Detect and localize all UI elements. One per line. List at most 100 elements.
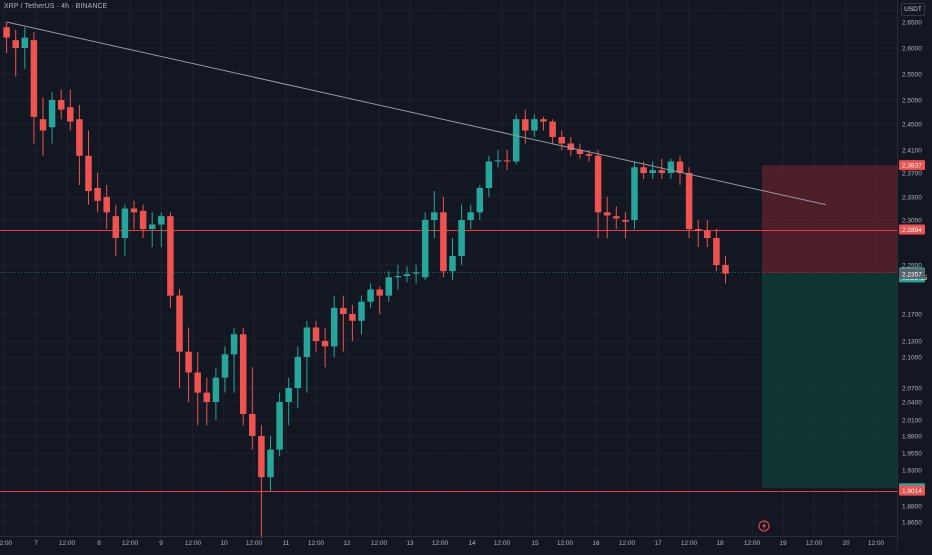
candle xyxy=(148,212,156,247)
candle xyxy=(385,271,393,302)
price-axis[interactable]: 1.8650 1.8800 1.9300 1.9550 1.9800 2.0100 2.04… xyxy=(897,0,932,550)
candle xyxy=(704,220,711,247)
price-tag-box xyxy=(899,160,925,171)
candle xyxy=(403,266,411,283)
price-tick-label: 2.6000 xyxy=(902,46,922,53)
time-tick-label: 12:00 xyxy=(371,540,388,547)
price-tag-box xyxy=(899,268,925,279)
candle xyxy=(458,204,465,265)
candle xyxy=(139,204,147,238)
currency-badge[interactable]: USDT xyxy=(901,3,925,16)
time-tick-label: 16 xyxy=(592,540,600,547)
candle xyxy=(358,295,365,335)
candle xyxy=(212,367,220,420)
price-tick-label: 2.3300 xyxy=(902,195,922,202)
candle-body xyxy=(21,37,29,48)
time-tick-label: 12:00 xyxy=(0,540,13,547)
candle xyxy=(494,150,502,168)
time-tick-label: 12:00 xyxy=(494,540,511,547)
time-tick-label: 13 xyxy=(406,540,414,547)
candle-body xyxy=(48,100,56,128)
price-tick-label: 2.1300 xyxy=(902,339,922,346)
candle-body xyxy=(704,230,711,238)
candle xyxy=(3,22,10,54)
price-tick-label: 1.8800 xyxy=(902,504,922,511)
trendline[interactable] xyxy=(6,21,826,206)
candle xyxy=(121,204,129,256)
candle-body xyxy=(676,161,684,173)
price-tick-label: 2.5500 xyxy=(902,72,922,79)
candle-body xyxy=(185,351,192,373)
price-tick-label: 2.1000 xyxy=(902,355,922,362)
price-tag-label: 2.2357 xyxy=(902,271,922,278)
candle xyxy=(367,283,374,308)
candle xyxy=(112,204,120,256)
candle xyxy=(67,89,74,131)
candle-body xyxy=(512,119,520,162)
time-tick-label: 12 xyxy=(343,540,351,547)
candle-body xyxy=(722,265,729,274)
candle xyxy=(194,351,201,426)
candle-body xyxy=(403,274,411,277)
candle-body xyxy=(540,119,547,122)
candle xyxy=(158,212,165,247)
candle xyxy=(267,436,274,492)
time-axis[interactable]: 12:00 7 12:00 8 12:00 9 12:00 10 12:00 11 12:00 12 1… xyxy=(0,536,897,548)
candle xyxy=(349,304,356,341)
lightning-icon-bolt xyxy=(762,522,767,530)
candle xyxy=(167,212,174,308)
candle-body xyxy=(640,167,647,173)
trendline-segment[interactable] xyxy=(6,21,826,206)
time-tick-label: 12:00 xyxy=(185,540,202,547)
candle xyxy=(713,229,720,272)
candle xyxy=(676,155,684,185)
candle xyxy=(48,92,56,144)
candle-body xyxy=(30,40,38,117)
candle-body xyxy=(121,208,129,238)
candle-body xyxy=(522,119,529,131)
candle-body xyxy=(349,314,356,321)
candle-body xyxy=(312,327,320,341)
candle xyxy=(249,367,256,450)
candle-body xyxy=(613,216,620,219)
candle xyxy=(421,212,429,281)
candle-body xyxy=(376,289,383,296)
price-tick-label: 2.3700 xyxy=(902,171,922,178)
price-tick-label: 2.6500 xyxy=(902,20,922,27)
candle-body xyxy=(531,119,538,131)
price-tags: 2.38372.28942.237703:25:152.23571.90471.… xyxy=(899,160,928,496)
level-lines xyxy=(0,230,897,492)
lightning-icon[interactable] xyxy=(758,520,770,532)
time-tick-label: 19 xyxy=(779,540,787,547)
candle-body xyxy=(494,160,502,162)
candle xyxy=(258,425,265,538)
time-tick-label: 12:00 xyxy=(557,540,574,547)
price-tick-label: 2.5000 xyxy=(902,98,922,105)
candle-body xyxy=(585,154,593,156)
time-tick-label: 12:00 xyxy=(681,540,698,547)
candle-body xyxy=(431,212,438,220)
candle xyxy=(685,167,693,238)
time-tick-label: 12:00 xyxy=(246,540,263,547)
candle-body xyxy=(94,188,101,201)
candle-body xyxy=(321,341,329,347)
candle-body xyxy=(549,121,556,137)
time-tick-label: 12:00 xyxy=(744,540,761,547)
candle xyxy=(376,286,383,314)
candle xyxy=(312,320,320,352)
candle-body xyxy=(658,170,666,173)
candle xyxy=(303,320,311,393)
time-tick-label: 7 xyxy=(34,540,38,547)
candle-body xyxy=(112,216,120,238)
candle-body xyxy=(212,377,220,402)
candle-body xyxy=(503,160,511,162)
candle-body xyxy=(12,40,19,48)
candle-body xyxy=(649,170,656,173)
price-tick-label: 1.9800 xyxy=(902,434,922,441)
candle-body xyxy=(440,212,447,272)
candle xyxy=(613,206,620,229)
candle-body xyxy=(3,27,10,38)
candle xyxy=(294,346,302,408)
